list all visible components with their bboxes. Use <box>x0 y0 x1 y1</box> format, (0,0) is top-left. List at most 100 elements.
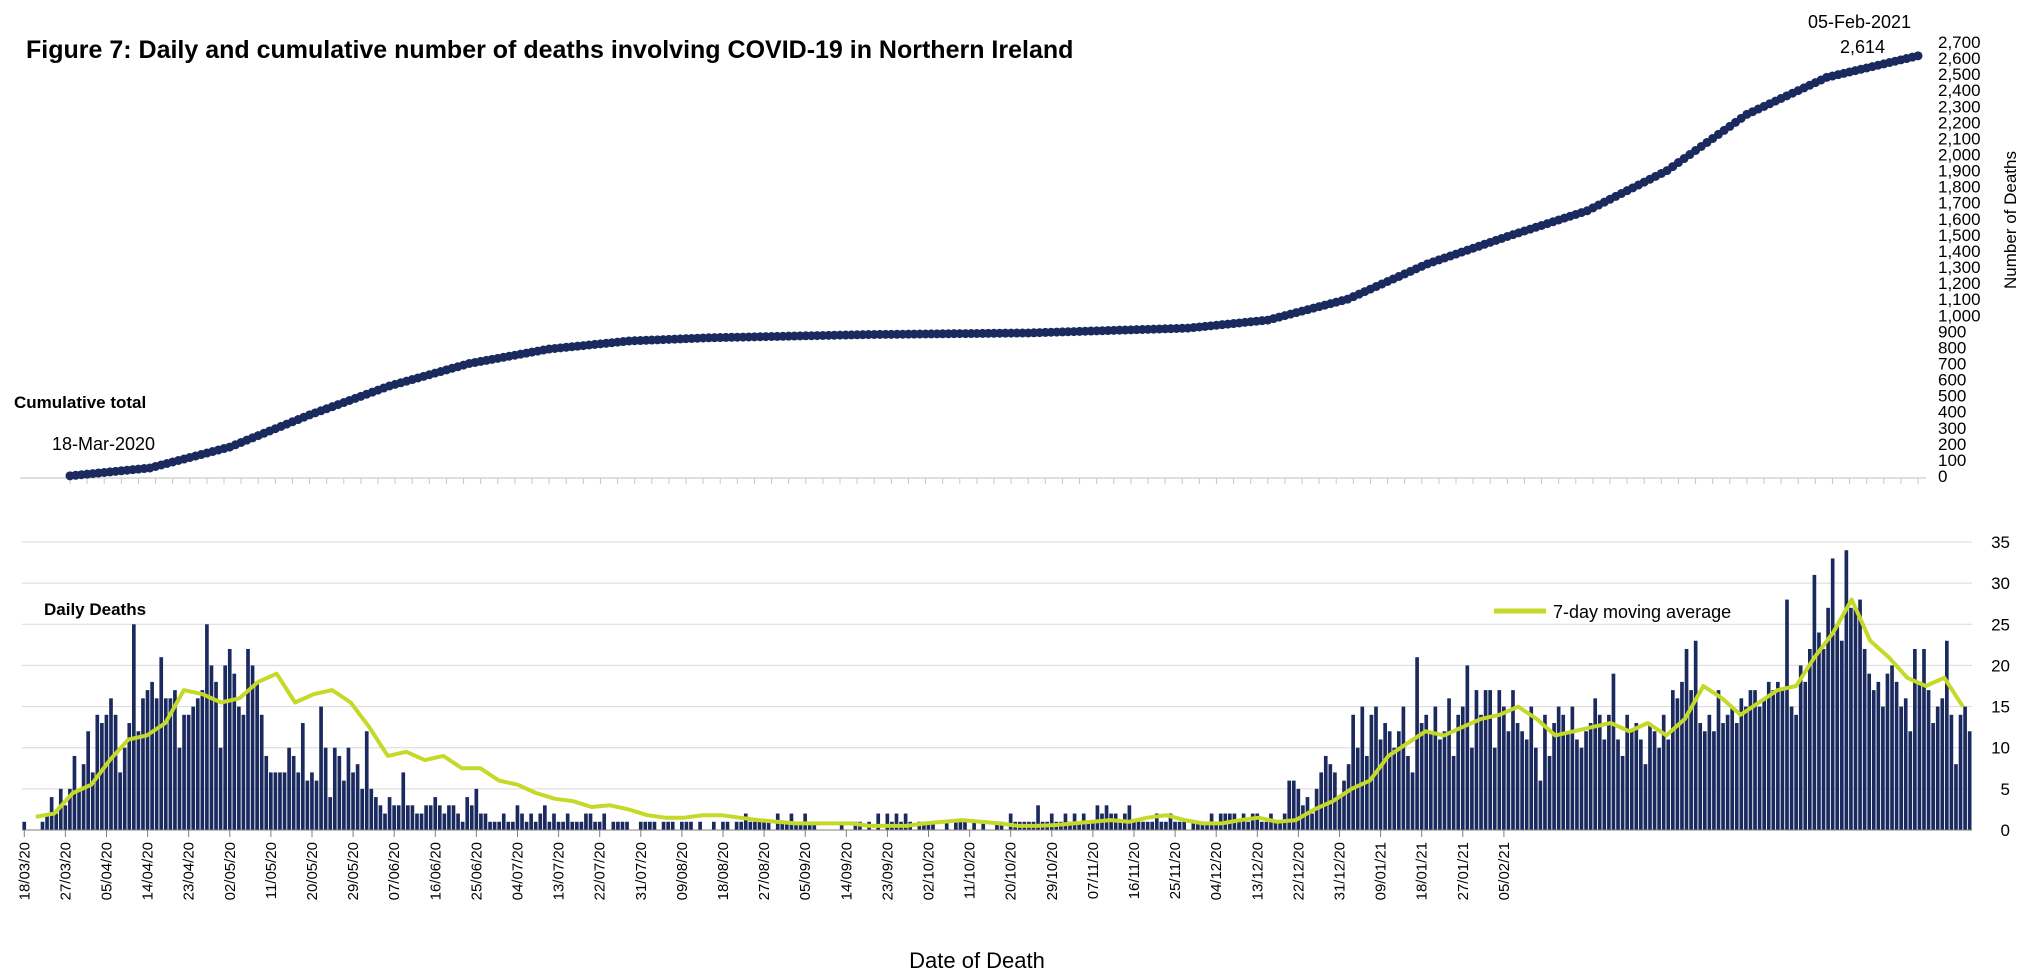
daily-bar <box>766 821 771 830</box>
daily-bar <box>1967 731 1972 830</box>
daily-bar <box>1579 747 1584 830</box>
daily-x-axis: 18/03/20 27/03/20 05/04/20 14/04/20 23/04/20… <box>16 829 1972 900</box>
daily-bar <box>1196 821 1200 830</box>
end-value-annotation: 2,614 <box>1840 37 1885 57</box>
daily-x-tick-label: 11/10/20 <box>962 842 979 899</box>
cumulative-y-axis: 01002003004005006007008009001,0001,1001,… <box>1938 33 1981 486</box>
daily-y-tick-label: 10 <box>1991 739 2010 758</box>
daily-bar <box>1173 821 1177 830</box>
daily-bar <box>1666 739 1671 830</box>
daily-bar <box>1415 657 1419 830</box>
daily-bar <box>177 747 182 830</box>
daily-bar <box>1766 681 1771 830</box>
daily-bar <box>63 805 68 830</box>
daily-bar <box>524 821 529 830</box>
daily-bar <box>1881 706 1885 830</box>
daily-bar <box>1552 723 1556 830</box>
daily-bar <box>1132 821 1136 830</box>
daily-bar <box>1456 714 1461 830</box>
daily-bar <box>839 821 844 830</box>
daily-bar <box>1675 698 1680 830</box>
daily-bar <box>1917 681 1922 830</box>
cumulative-y-tick-label: 1,100 <box>1938 290 1981 309</box>
daily-bar <box>684 821 689 830</box>
cumulative-series <box>65 51 1923 481</box>
daily-bar <box>511 821 515 830</box>
daily-bar <box>173 690 177 830</box>
daily-bar <box>1470 747 1474 830</box>
cumulative-y-tick-label: 100 <box>1938 451 1966 470</box>
daily-bar <box>734 821 739 830</box>
daily-bar <box>227 648 232 830</box>
daily-y-tick-label: 35 <box>1991 533 2010 552</box>
daily-bar <box>1639 739 1643 830</box>
daily-bar <box>1511 690 1515 830</box>
daily-bar <box>670 821 675 830</box>
daily-bar <box>163 698 168 830</box>
daily-bar <box>77 788 81 830</box>
daily-bar <box>310 772 314 830</box>
daily-bar <box>1885 673 1890 830</box>
cumulative-y-tick-label: 2,000 <box>1938 146 1981 165</box>
daily-bar <box>342 780 346 830</box>
daily-y-tick-label: 5 <box>2001 780 2010 799</box>
daily-bar <box>1556 706 1561 830</box>
cumulative-series-label: Cumulative total <box>14 393 146 412</box>
daily-bar <box>1428 731 1433 830</box>
daily-bar <box>323 747 328 830</box>
daily-bar <box>40 821 45 830</box>
daily-bar <box>1611 673 1616 830</box>
daily-bar <box>264 755 269 830</box>
daily-bar <box>780 821 785 830</box>
cumulative-y-tick-label: 1,400 <box>1938 242 1981 261</box>
daily-x-tick-label: 05/02/21 <box>1496 842 1513 900</box>
daily-bar <box>1502 706 1506 830</box>
daily-bar <box>1378 739 1383 830</box>
daily-bar <box>1648 723 1652 830</box>
cumulative-point <box>1913 51 1923 61</box>
daily-bar <box>1913 648 1917 830</box>
daily-bar <box>1798 665 1803 830</box>
daily-bar <box>278 772 282 830</box>
daily-bar <box>725 821 730 830</box>
daily-x-tick-label: 25/06/20 <box>468 842 485 900</box>
daily-bar <box>1177 821 1182 830</box>
daily-bar <box>1757 706 1762 830</box>
daily-bar <box>442 813 447 830</box>
daily-bar <box>1689 690 1693 830</box>
daily-bar <box>1127 805 1132 830</box>
daily-bar <box>86 731 91 830</box>
cumulative-y-tick-label: 1,700 <box>1938 194 1981 213</box>
daily-bar <box>214 681 218 830</box>
daily-x-tick-label: 13/07/20 <box>551 842 568 900</box>
daily-bar <box>1954 764 1958 830</box>
daily-bar <box>305 780 310 830</box>
daily-bar <box>132 624 136 830</box>
daily-bar <box>479 813 483 830</box>
daily-bar <box>1538 780 1543 830</box>
daily-bar <box>1593 698 1598 830</box>
daily-y-tick-label: 0 <box>2001 821 2010 840</box>
daily-bar <box>1958 714 1963 830</box>
cumulative-panel: 01002003004005006007008009001,0001,1001,… <box>14 12 2020 486</box>
daily-x-tick-label: 02/10/20 <box>921 842 938 900</box>
daily-bar <box>570 821 575 830</box>
daily-bar <box>1086 821 1091 830</box>
daily-x-tick-label: 04/07/20 <box>510 842 527 900</box>
daily-bar <box>1374 706 1378 830</box>
daily-bar <box>205 624 209 830</box>
daily-bar <box>255 681 259 830</box>
daily-bar <box>1091 821 1095 830</box>
daily-bar <box>1944 640 1949 830</box>
daily-y-tick-label: 20 <box>1991 656 2010 675</box>
daily-bar <box>360 788 365 830</box>
daily-bar <box>1410 772 1415 830</box>
daily-bar <box>469 805 474 830</box>
cumulative-y-tick-label: 2,500 <box>1938 65 1981 84</box>
daily-bar <box>483 813 488 830</box>
cumulative-y-tick-label: 2,600 <box>1938 49 1981 68</box>
daily-bar <box>1191 821 1196 830</box>
start-date-annotation: 18-Mar-2020 <box>52 434 155 454</box>
daily-bar <box>337 755 342 830</box>
daily-bar <box>1319 772 1324 830</box>
